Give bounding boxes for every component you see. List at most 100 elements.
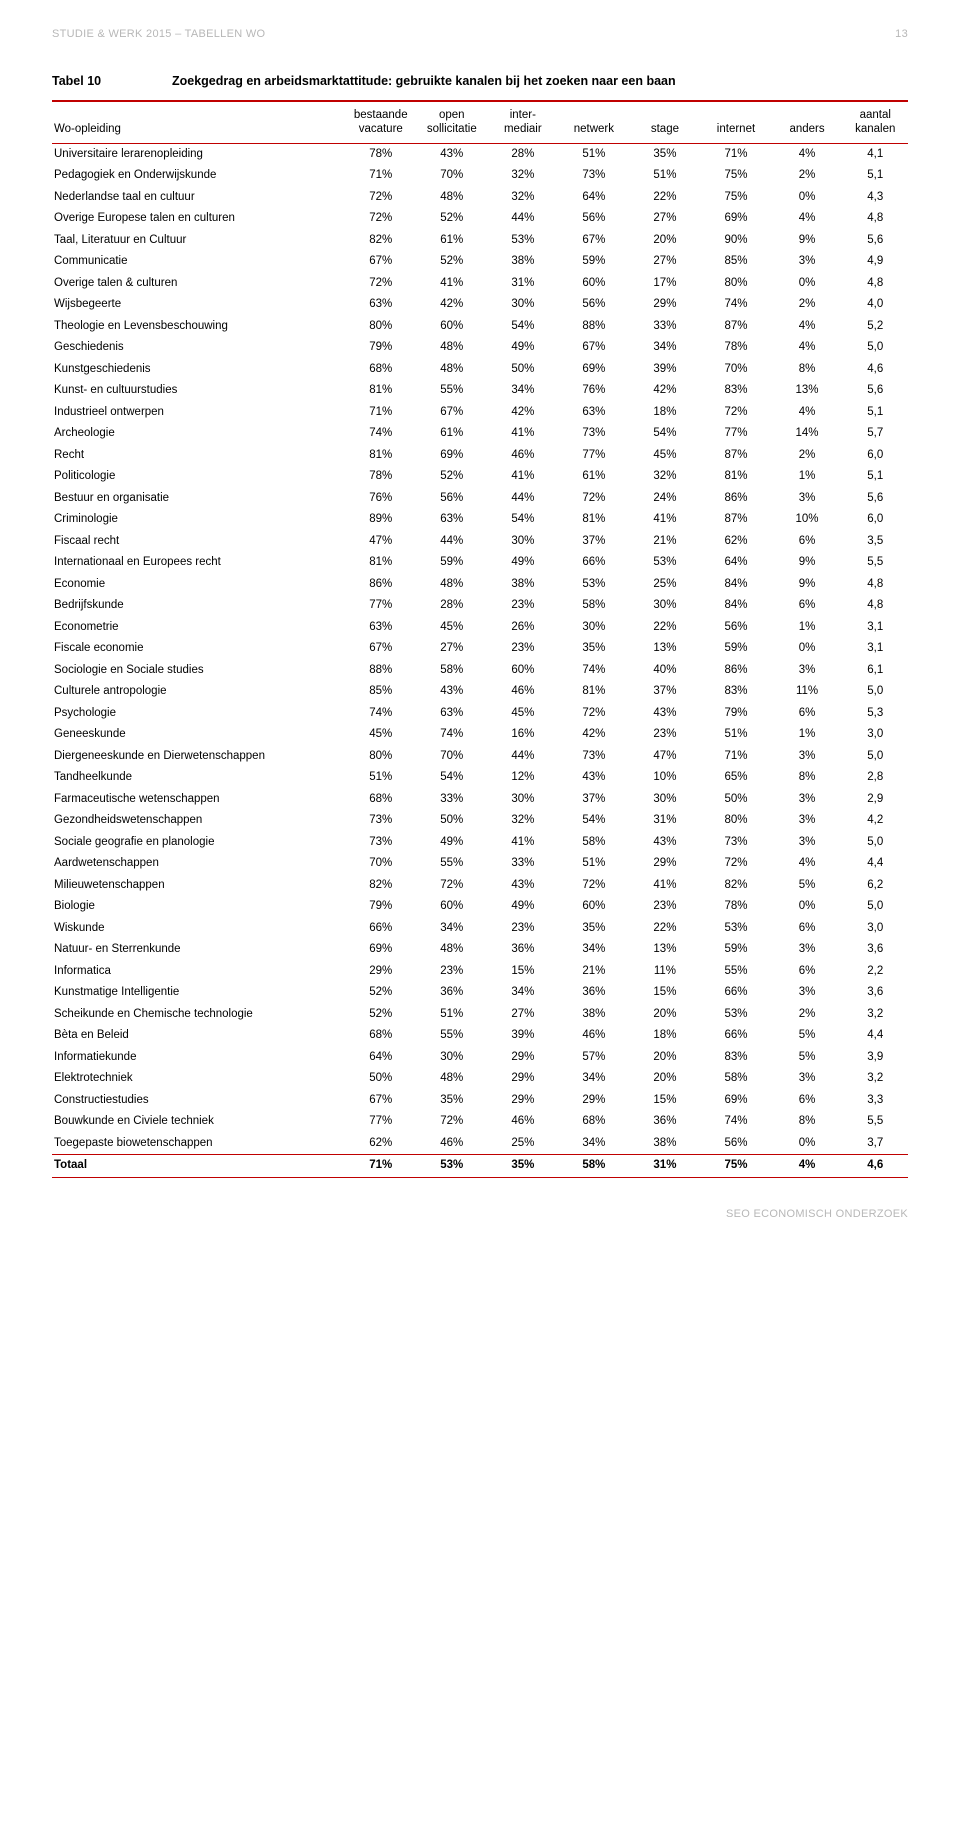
table-cell: 4,6 [843, 359, 908, 381]
table-cell: 55% [700, 961, 771, 983]
table-cell: Pedagogiek en Onderwijskunde [52, 165, 345, 187]
table-cell: 73% [558, 423, 629, 445]
table-cell: 81% [558, 509, 629, 531]
table-cell: 42% [487, 402, 558, 424]
table-cell: 43% [558, 767, 629, 789]
table-cell: 5,1 [843, 165, 908, 187]
table-cell: 4,9 [843, 251, 908, 273]
table-cell: 66% [700, 1025, 771, 1047]
table-cell: Fiscaal recht [52, 531, 345, 553]
table-cell: Elektrotechniek [52, 1068, 345, 1090]
table-cell: 72% [416, 1111, 487, 1133]
table-cell: 74% [558, 660, 629, 682]
table-cell: Theologie en Levensbeschouwing [52, 316, 345, 338]
table-cell: 59% [558, 251, 629, 273]
table-cell: 23% [487, 918, 558, 940]
table-row: Aardwetenschappen70%55%33%51%29%72%4%4,4 [52, 853, 908, 875]
table-cell: 8% [772, 767, 843, 789]
table-cell: 2% [772, 445, 843, 467]
table-cell: 21% [558, 961, 629, 983]
table-cell: 52% [416, 208, 487, 230]
table-cell: 4,1 [843, 143, 908, 165]
table-cell: 3,6 [843, 939, 908, 961]
table-cell: 52% [416, 251, 487, 273]
table-cell: 23% [629, 896, 700, 918]
table-cell: 71% [700, 746, 771, 768]
table-cell: 68% [345, 789, 416, 811]
table-cell: 26% [487, 617, 558, 639]
table-cell: 20% [629, 230, 700, 252]
table-cell: 51% [345, 767, 416, 789]
table-cell: 41% [629, 875, 700, 897]
table-cell: 45% [487, 703, 558, 725]
table-cell: 45% [345, 724, 416, 746]
table-cell: 3,5 [843, 531, 908, 553]
table-row: Criminologie89%63%54%81%41%87%10%6,0 [52, 509, 908, 531]
table-cell: 53% [629, 552, 700, 574]
table-cell: 3% [772, 810, 843, 832]
table-cell: 3% [772, 982, 843, 1004]
table-cell: 36% [629, 1111, 700, 1133]
table-cell: 13% [629, 638, 700, 660]
page-header: STUDIE & WERK 2015 – TABELLEN WO 13 [52, 28, 908, 40]
table-row: Bèta en Beleid68%55%39%46%18%66%5%4,4 [52, 1025, 908, 1047]
table-cell: 4% [772, 143, 843, 165]
table-cell: 67% [558, 230, 629, 252]
table-cell: 83% [700, 380, 771, 402]
table-cell: 37% [558, 789, 629, 811]
col-header: bestaande vacature [345, 101, 416, 143]
table-cell: 49% [487, 337, 558, 359]
table-cell: Geneeskunde [52, 724, 345, 746]
table-cell: Industrieel ontwerpen [52, 402, 345, 424]
table-cell: 15% [629, 1090, 700, 1112]
table-cell: 46% [487, 681, 558, 703]
table-cell: 38% [487, 574, 558, 596]
table-cell: 5,0 [843, 746, 908, 768]
table-cell: 56% [416, 488, 487, 510]
table-cell: 5,3 [843, 703, 908, 725]
table-row: Bedrijfskunde77%28%23%58%30%84%6%4,8 [52, 595, 908, 617]
table-cell: 59% [700, 638, 771, 660]
table-cell: 3,1 [843, 617, 908, 639]
table-cell: 84% [700, 595, 771, 617]
table-cell: 75% [700, 187, 771, 209]
col-header: netwerk [558, 101, 629, 143]
table-cell: 18% [629, 1025, 700, 1047]
table-cell: 66% [700, 982, 771, 1004]
table-cell: Bouwkunde en Civiele techniek [52, 1111, 345, 1133]
table-cell: 30% [487, 789, 558, 811]
table-row: Constructiestudies67%35%29%29%15%69%6%3,… [52, 1090, 908, 1112]
table-cell: 86% [345, 574, 416, 596]
table-cell: 72% [558, 703, 629, 725]
table-cell: 6% [772, 918, 843, 940]
table-cell: 5% [772, 875, 843, 897]
table-cell: 41% [629, 509, 700, 531]
table-cell: Informatica [52, 961, 345, 983]
table-row: Taal, Literatuur en Cultuur82%61%53%67%2… [52, 230, 908, 252]
table-cell: 3,3 [843, 1090, 908, 1112]
table-cell: Universitaire lerarenopleiding [52, 143, 345, 165]
table-cell: 2% [772, 1004, 843, 1026]
table-cell: 51% [629, 165, 700, 187]
table-cell: 72% [558, 875, 629, 897]
table-cell: 38% [558, 1004, 629, 1026]
table-cell: 12% [487, 767, 558, 789]
table-cell: 4,6 [843, 1155, 908, 1178]
table-cell: 2,8 [843, 767, 908, 789]
table-cell: 23% [629, 724, 700, 746]
table-cell: 38% [629, 1133, 700, 1155]
table-cell: 74% [345, 423, 416, 445]
table-row: Recht81%69%46%77%45%87%2%6,0 [52, 445, 908, 467]
table-row: Elektrotechniek50%48%29%34%20%58%3%3,2 [52, 1068, 908, 1090]
table-cell: 72% [700, 853, 771, 875]
table-row: Culturele antropologie85%43%46%81%37%83%… [52, 681, 908, 703]
table-cell: 3% [772, 832, 843, 854]
table-cell: 5,0 [843, 681, 908, 703]
table-row: Fiscale economie67%27%23%35%13%59%0%3,1 [52, 638, 908, 660]
table-cell: 41% [487, 466, 558, 488]
table-cell: 6% [772, 1090, 843, 1112]
table-cell: 3% [772, 488, 843, 510]
table-cell: 4,8 [843, 208, 908, 230]
table-cell: 45% [629, 445, 700, 467]
table-cell: 72% [345, 187, 416, 209]
